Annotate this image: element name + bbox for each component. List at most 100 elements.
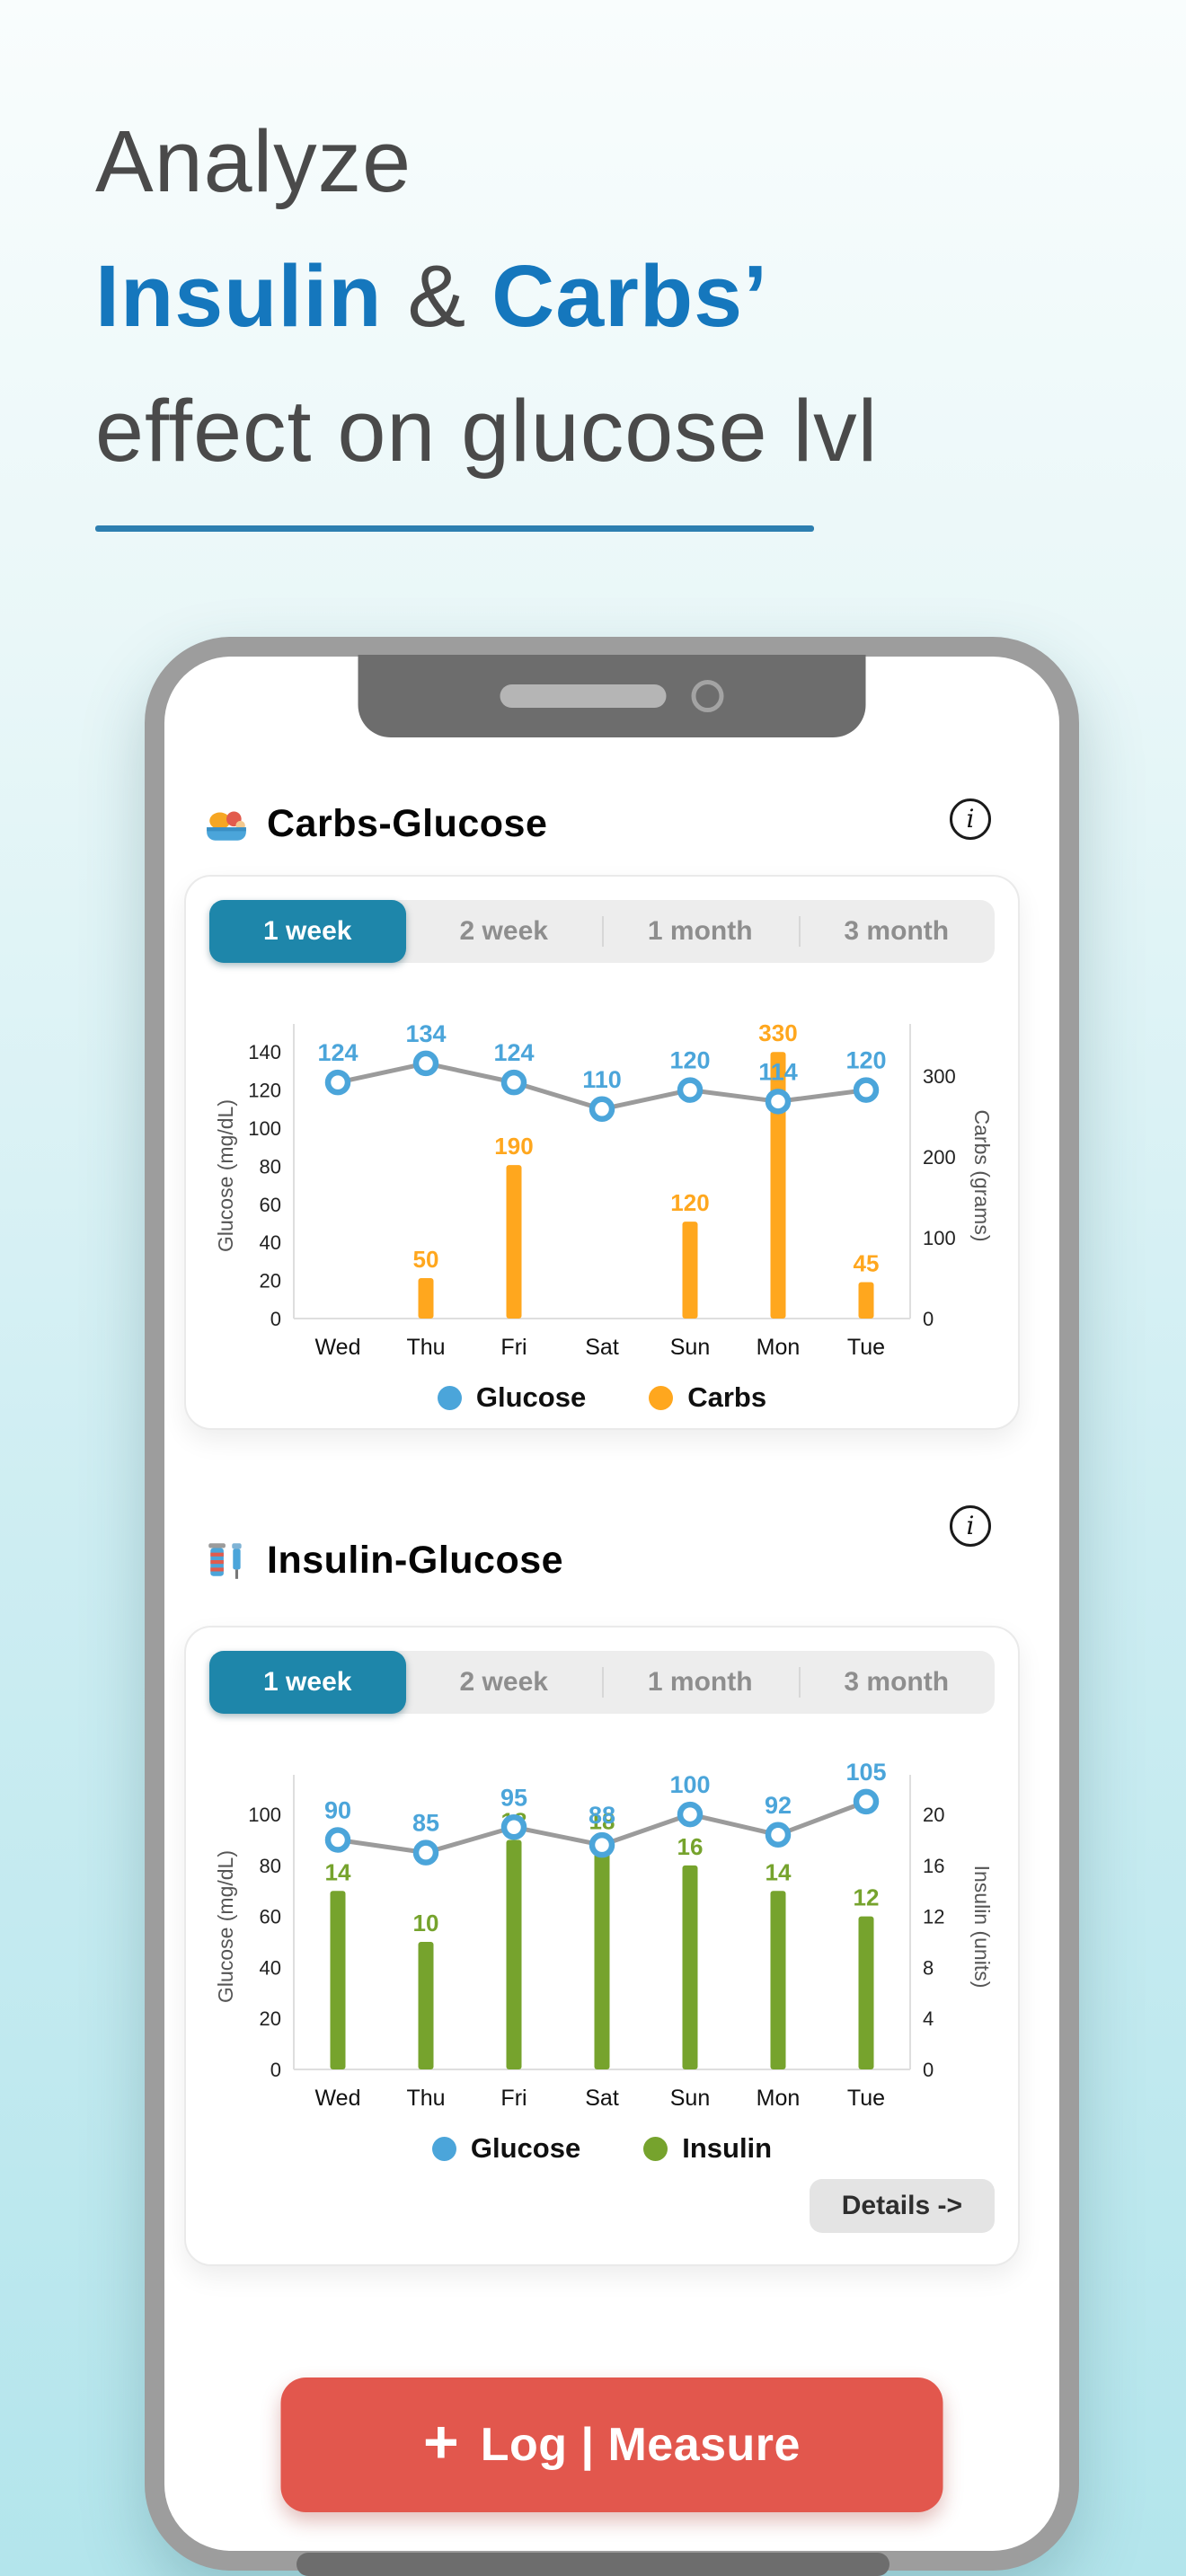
svg-text:124: 124 [493, 1039, 534, 1066]
carbs-tab-3month[interactable]: 3 month [798, 900, 996, 963]
svg-text:Sat: Sat [585, 1335, 619, 1360]
carbs-section-title: Carbs-Glucose [267, 801, 548, 845]
camera-dot-icon [691, 680, 724, 712]
svg-text:12: 12 [854, 1884, 880, 1911]
carbs-glucose-chart: 0 20 40 60 80 100 120 140 0 100 200 300 Glucose (mg/… [214, 1019, 994, 1360]
svg-text:0: 0 [923, 2059, 934, 2081]
svg-text:Glucose (mg/dL): Glucose (mg/dL) [214, 1099, 237, 1252]
svg-text:90: 90 [324, 1796, 351, 1823]
svg-text:Carbs (grams): Carbs (grams) [970, 1110, 994, 1242]
notch [358, 655, 866, 737]
carbs-legend-label: Carbs [687, 1381, 767, 1413]
svg-text:190: 190 [494, 1133, 533, 1160]
svg-text:Tue: Tue [847, 2086, 885, 2111]
plus-icon: + [423, 2408, 459, 2476]
svg-text:0: 0 [270, 2059, 281, 2081]
carbs-glucose-card: 1 week 2 week 1 month 3 month 0 20 40 60 80 1… [184, 875, 1020, 1430]
svg-text:200: 200 [923, 1146, 956, 1169]
svg-text:60: 60 [260, 1906, 281, 1928]
headline-underline [95, 525, 814, 532]
carbs-tab-1week[interactable]: 1 week [209, 900, 406, 963]
glucose-legend-label: Glucose [470, 2132, 581, 2164]
svg-text:60: 60 [260, 1194, 281, 1216]
carbs-section-header: Carbs-Glucose [204, 798, 547, 849]
carbs-tab-1month[interactable]: 1 month [602, 900, 799, 963]
details-button[interactable]: Details -> [809, 2179, 995, 2233]
svg-text:Tue: Tue [847, 1335, 885, 1360]
insulin-info-button[interactable]: i [950, 1505, 991, 1547]
carbs-tab-2week[interactable]: 2 week [459, 916, 548, 946]
svg-text:88: 88 [589, 1802, 615, 1829]
svg-text:105: 105 [845, 1759, 886, 1786]
svg-text:Sat: Sat [585, 2086, 619, 2111]
svg-text:Glucose (mg/dL): Glucose (mg/dL) [214, 1850, 237, 2003]
carbs-legend: Glucose Carbs [209, 1376, 995, 1419]
svg-text:Mon: Mon [757, 1335, 801, 1360]
legend-item-glucose: Glucose [437, 1381, 586, 1414]
svg-text:Sun: Sun [670, 1335, 710, 1360]
svg-text:92: 92 [765, 1792, 792, 1819]
insulin-section-title: Insulin-Glucose [267, 1538, 564, 1582]
svg-text:330: 330 [758, 1019, 797, 1046]
insulin-tabs: 1 week 2 week 1 month 3 month [209, 1651, 995, 1714]
headline-line3: effect on glucose lvl [95, 382, 879, 480]
svg-text:Wed: Wed [315, 1335, 361, 1360]
insulin-syringe-icon [208, 1543, 242, 1579]
headline: Analyze Insulin & Carbs’ effect on gluco… [95, 94, 878, 532]
svg-text:Thu: Thu [406, 1335, 445, 1360]
legend-item-glucose: Glucose [431, 2132, 581, 2165]
svg-text:Sun: Sun [670, 2086, 710, 2111]
carbs-info-button[interactable]: i [950, 798, 991, 840]
svg-text:Wed: Wed [315, 2086, 361, 2111]
insulin-tab-1week[interactable]: 1 week [209, 1651, 406, 1714]
insulin-tab-1month[interactable]: 1 month [602, 1651, 799, 1714]
headline-carbs-word: Carbs’ [491, 247, 769, 345]
svg-text:45: 45 [854, 1250, 880, 1277]
insulin-tab-2week[interactable]: 2 week [459, 1667, 548, 1697]
headline-line1: Analyze [95, 112, 412, 210]
svg-text:Mon: Mon [757, 2086, 801, 2111]
svg-text:40: 40 [260, 1231, 281, 1254]
svg-text:120: 120 [670, 1189, 709, 1216]
insulin-legend-label: Insulin [682, 2132, 773, 2164]
insulin-section-header: Insulin-Glucose [204, 1535, 563, 1585]
phone-bottom-bar [296, 2553, 890, 2576]
svg-text:20: 20 [260, 1270, 281, 1292]
svg-text:124: 124 [317, 1039, 358, 1066]
svg-text:80: 80 [260, 1155, 281, 1178]
glucose-legend-dot [437, 1385, 462, 1410]
svg-text:14: 14 [766, 1858, 792, 1885]
svg-text:80: 80 [260, 1855, 281, 1877]
svg-text:20: 20 [260, 2007, 281, 2030]
svg-text:Insulin (units): Insulin (units) [970, 1866, 994, 1989]
headline-insulin-word: Insulin [95, 247, 383, 345]
svg-text:134: 134 [405, 1020, 446, 1047]
svg-text:10: 10 [413, 1910, 439, 1936]
svg-text:114: 114 [758, 1058, 798, 1085]
svg-text:50: 50 [413, 1246, 439, 1273]
food-plate-icon [207, 811, 246, 841]
svg-text:100: 100 [669, 1771, 710, 1798]
svg-text:120: 120 [248, 1080, 281, 1102]
svg-text:Fri: Fri [500, 1335, 527, 1360]
svg-text:14: 14 [325, 1858, 351, 1885]
insulin-glucose-chart: 0 20 40 60 80 100 0 4 8 12 16 20 Glucose (mg/dL) Insu… [214, 1759, 994, 2111]
svg-text:4: 4 [923, 2007, 934, 2030]
info-icon: i [966, 804, 975, 834]
phone-screen: Carbs-Glucose i 1 week 2 week 1 month 3 … [164, 657, 1059, 2551]
headline-ampersand [383, 247, 408, 345]
svg-text:18: 18 [589, 1807, 615, 1834]
svg-text:95: 95 [500, 1784, 527, 1811]
svg-text:85: 85 [412, 1810, 439, 1837]
phone-mockup: Carbs-Glucose i 1 week 2 week 1 month 3 … [145, 637, 1079, 2571]
insulin-tab-3month[interactable]: 3 month [798, 1651, 996, 1714]
svg-text:300: 300 [923, 1065, 956, 1088]
svg-text:0: 0 [923, 1308, 934, 1330]
svg-text:120: 120 [845, 1047, 886, 1074]
svg-text:110: 110 [582, 1066, 622, 1093]
info-icon: i [966, 1511, 975, 1540]
svg-text:100: 100 [923, 1227, 956, 1249]
log-measure-button[interactable]: + Log | Measure [280, 2378, 943, 2512]
svg-text:0: 0 [270, 1308, 281, 1330]
speaker-grill-icon [500, 684, 667, 708]
